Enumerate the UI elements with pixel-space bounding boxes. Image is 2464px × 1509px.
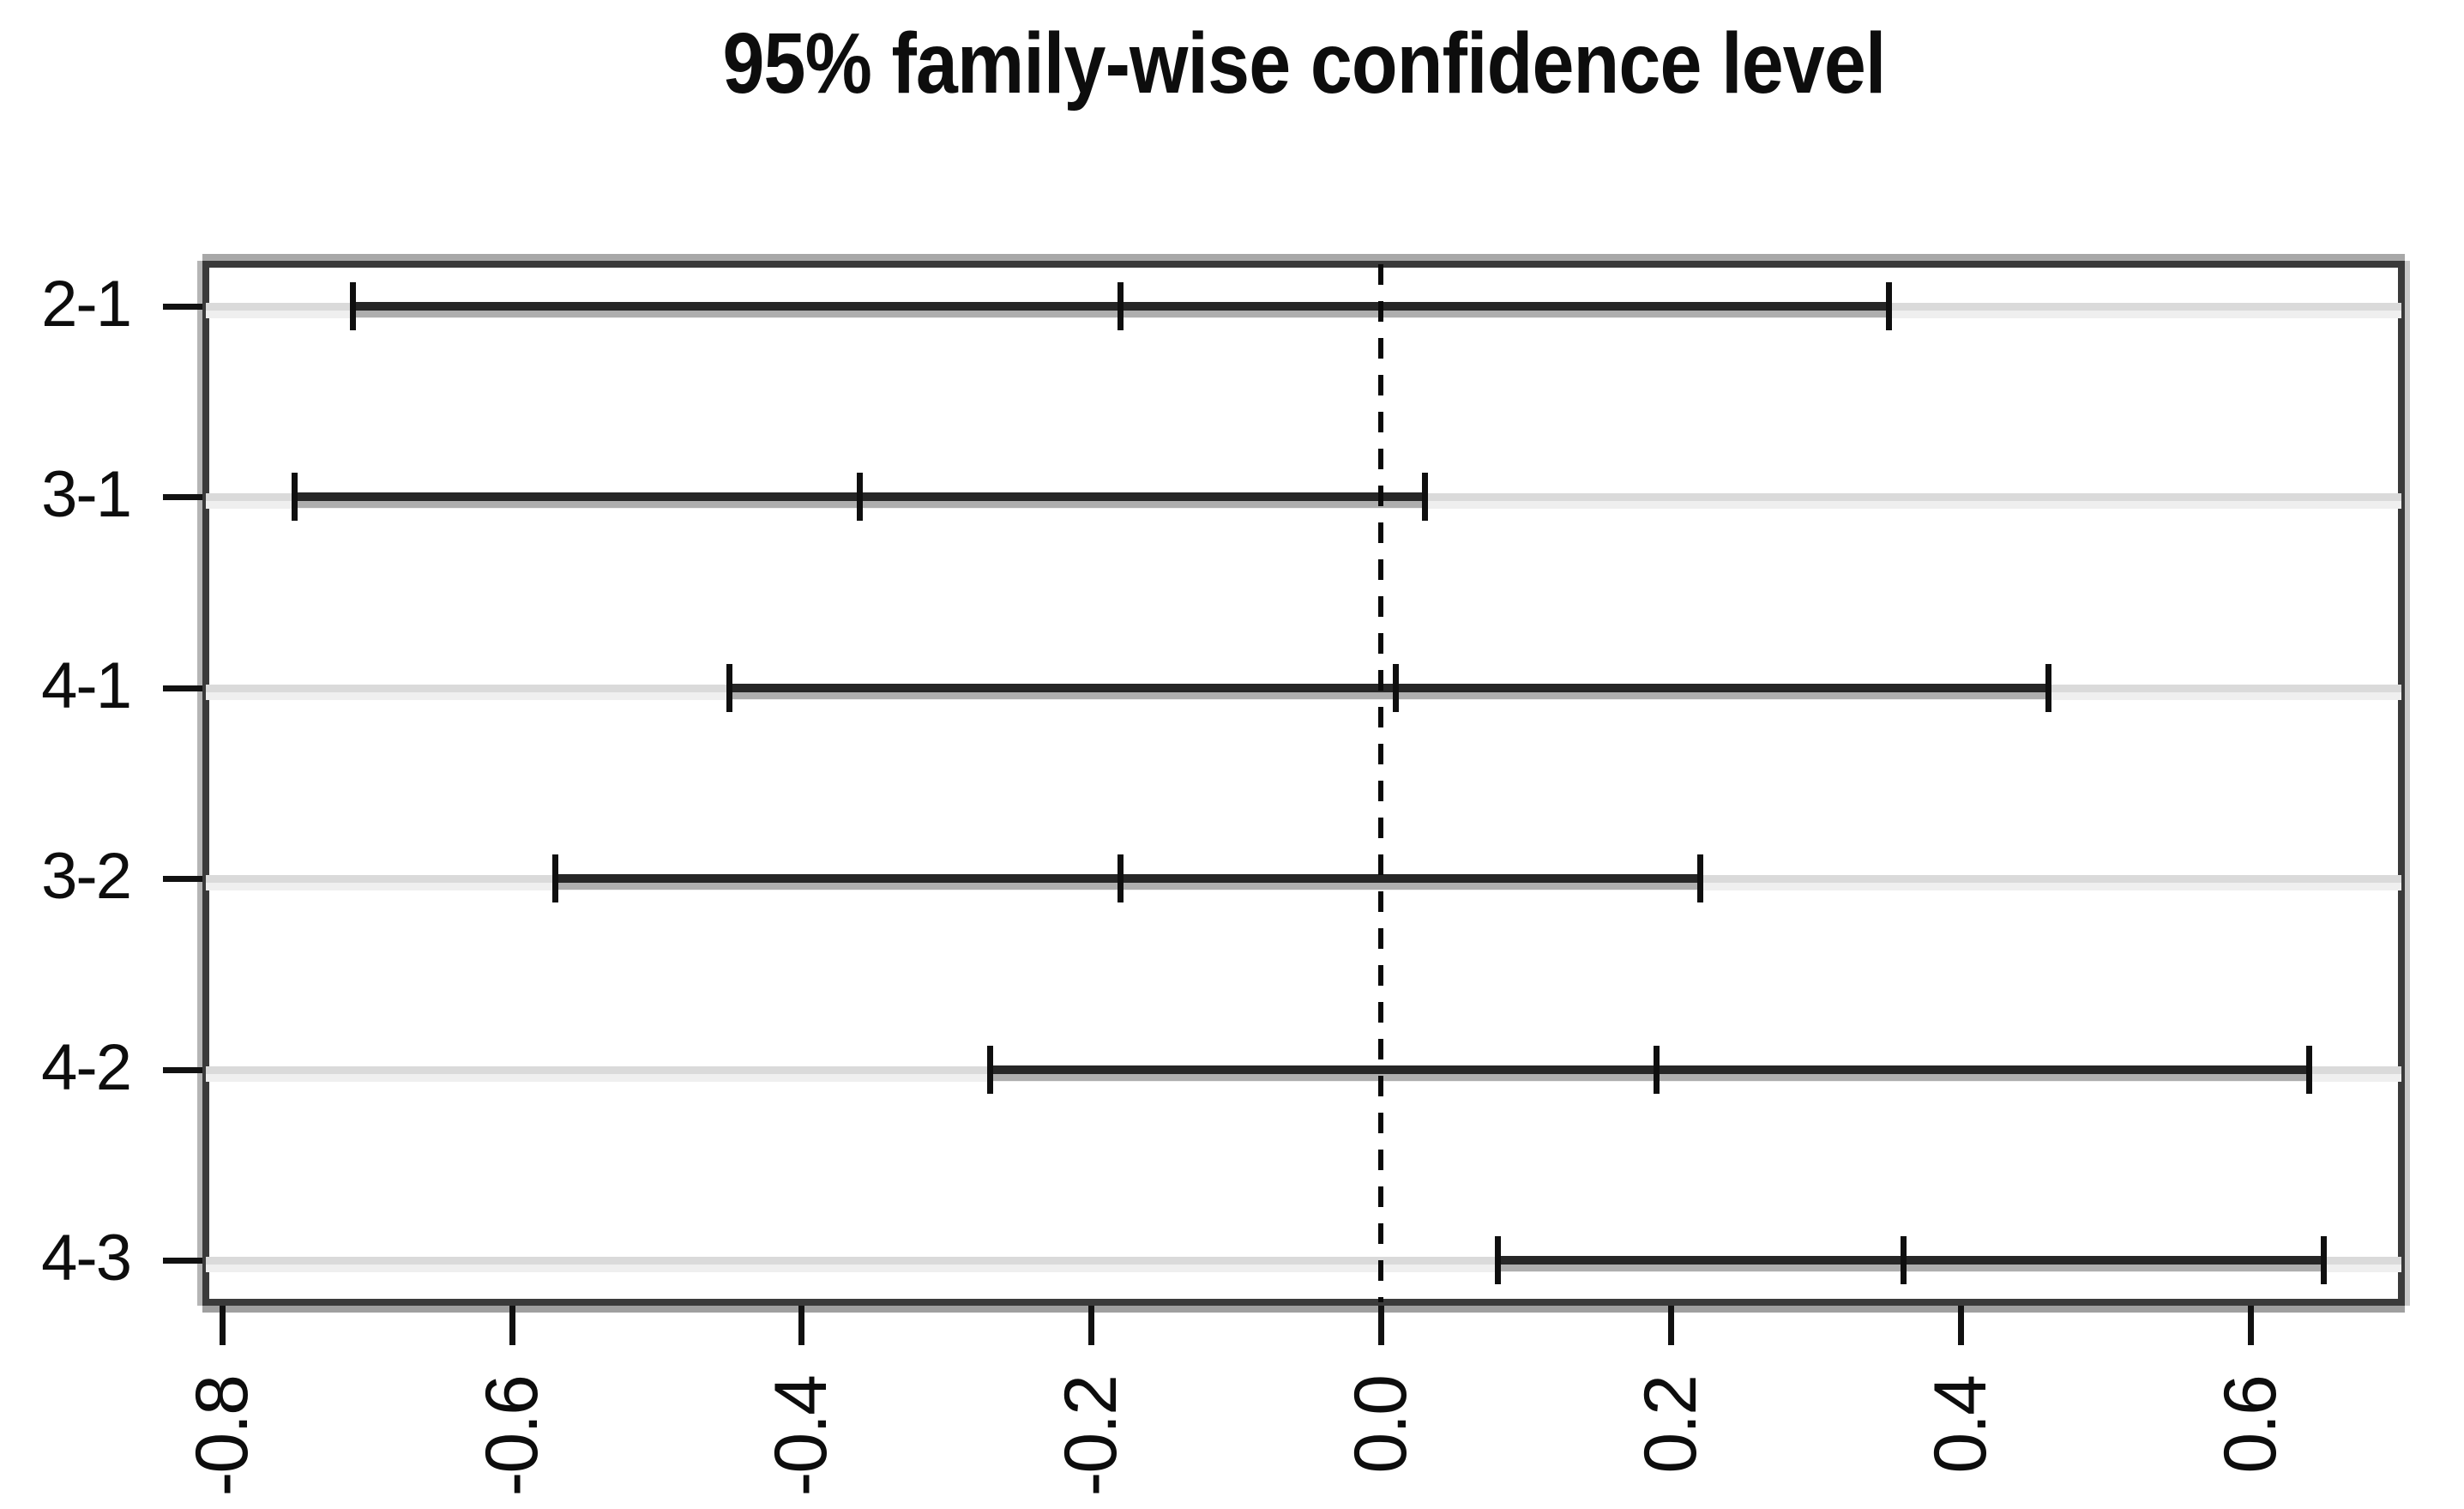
ci-cap-upper [2045,663,2051,712]
x-axis-tick-label: -0.8 [180,1376,263,1497]
confidence-interval-line [990,1065,2309,1074]
x-axis-tick-label: -0.4 [760,1376,843,1497]
y-axis-label: 2-1 [41,267,132,341]
chart-title: 95% family-wise confidence level [206,12,2401,115]
x-axis-tick [219,1306,226,1345]
ci-cap-upper [2305,1045,2312,1094]
y-axis-label: 3-1 [41,458,132,532]
confidence-interval-line [555,874,1701,884]
x-axis-tick-label: -0.6 [470,1376,553,1497]
y-axis-tick [163,685,202,691]
x-axis-tick [1958,1306,1965,1345]
x-axis-tick-label: 0.6 [2209,1376,2292,1474]
x-axis-tick [1668,1306,1675,1345]
ci-cap-lower [1494,1236,1501,1285]
x-axis-tick-label: -0.2 [1050,1376,1133,1497]
y-axis-label: 4-3 [41,1222,132,1295]
ci-cap-center [1654,1045,1660,1094]
ci-cap-lower [726,663,732,712]
ci-cap-center [857,473,864,522]
ci-cap-upper [1697,854,1704,903]
y-axis-label: 3-2 [41,840,132,914]
x-axis-tick [2248,1306,2255,1345]
y-axis-tick [163,876,202,883]
x-axis-tick [798,1306,805,1345]
x-axis-tick-label: 0.2 [1630,1376,1713,1474]
ci-cap-upper [1422,473,1429,522]
ci-cap-lower [292,473,298,522]
grid-line [206,1257,2401,1265]
y-axis-tick [163,303,202,310]
chart-title-text: 95% family-wise confidence level [722,15,1886,112]
x-axis-tick [1088,1306,1095,1345]
ci-cap-center [1118,281,1124,330]
ci-cap-lower [987,1045,994,1094]
y-axis-tick [163,494,202,501]
plot-box-border [202,261,2405,1306]
ci-cap-center [1900,1236,1907,1285]
y-axis-label: 4-1 [41,649,132,722]
ci-cap-center [1118,854,1124,903]
x-axis-tick [509,1306,515,1345]
y-axis-tick [163,1066,202,1073]
y-axis-label: 4-2 [41,1030,132,1104]
y-axis-tick [163,1258,202,1265]
ci-cap-center [1393,663,1400,712]
x-axis-tick [1378,1306,1385,1345]
ci-cap-upper [1885,281,1892,330]
plot-area [206,264,2401,1302]
ci-cap-lower [552,854,559,903]
x-axis-tick-label: 0.0 [1340,1376,1423,1474]
zero-reference-line [1378,264,1384,1302]
x-axis-tick-label: 0.4 [1919,1376,2003,1474]
ci-cap-lower [349,281,356,330]
confidence-interval-line [729,683,2048,692]
ci-cap-upper [2320,1236,2327,1285]
confidence-interval-line [1497,1256,2323,1265]
